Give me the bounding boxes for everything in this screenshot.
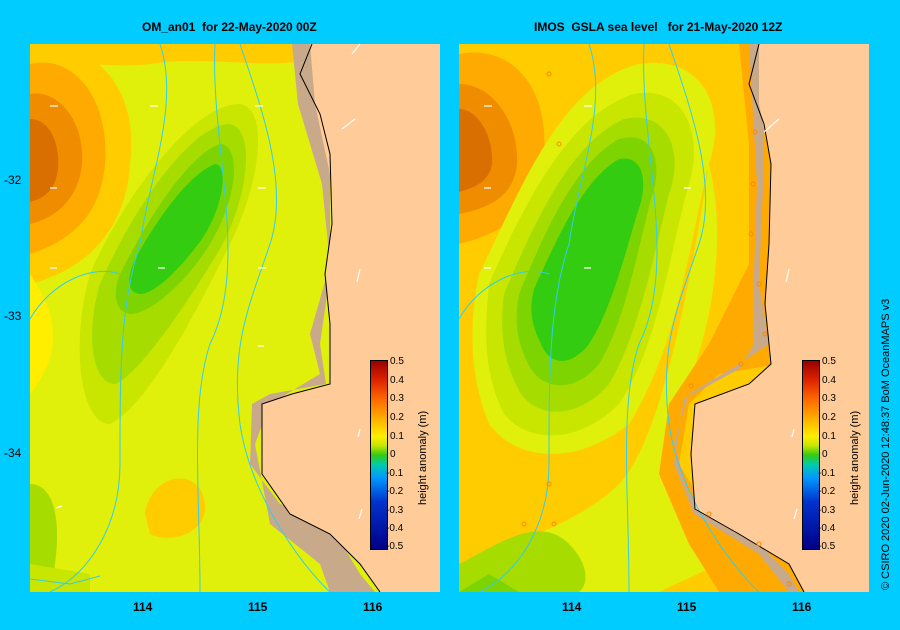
lat-tick-34: -34: [4, 446, 22, 460]
lat-tick-33: -33: [4, 309, 22, 323]
credit-text: © CSIRO 2020 02-Jun-2020 12:48:37 BoM Oc…: [880, 298, 892, 590]
right-cb-tick-6: -0.1: [818, 468, 836, 479]
left-cb-tick-7: -0.2: [386, 486, 404, 497]
right-colorbar-title: height anomaly (m): [849, 410, 861, 505]
right-cb-tick-10: -0.5: [818, 541, 836, 552]
left-cb-tick-6: -0.1: [386, 468, 404, 479]
left-cb-tick-3: 0.2: [390, 412, 404, 423]
right-cb-tick-9: -0.4: [818, 523, 836, 534]
lon-tick-116-right: 116: [792, 600, 812, 614]
lon-tick-114-right: 114: [562, 600, 582, 614]
right-cb-tick-7: -0.2: [818, 486, 836, 497]
left-colorbar-gradient: [370, 360, 388, 550]
left-cb-tick-4: 0.1: [390, 431, 404, 442]
right-cb-tick-2: 0.3: [822, 393, 836, 404]
left-cb-tick-8: -0.3: [386, 505, 404, 516]
left-map-svg: [30, 44, 440, 592]
left-cb-tick-5: 0: [390, 449, 396, 460]
right-cb-tick-0: 0.5: [822, 356, 836, 367]
left-cb-tick-1: 0.4: [390, 375, 404, 386]
right-cb-tick-3: 0.2: [822, 412, 836, 423]
left-cb-tick-9: -0.4: [386, 523, 404, 534]
lon-tick-115-right: 115: [677, 600, 697, 614]
lon-tick-114-left: 114: [133, 600, 153, 614]
right-cb-tick-1: 0.4: [822, 375, 836, 386]
right-colorbar-gradient: [802, 360, 820, 550]
right-map-panel: [459, 44, 869, 592]
lon-tick-115-left: 115: [248, 600, 268, 614]
right-cb-tick-5: 0: [822, 449, 828, 460]
left-cb-tick-0: 0.5: [390, 356, 404, 367]
left-cb-tick-2: 0.3: [390, 393, 404, 404]
left-colorbar-title: height anomaly (m): [417, 410, 429, 505]
left-map-panel: [30, 44, 440, 592]
left-map-title: OM_an01 for 22-May-2020 00Z: [142, 20, 317, 34]
left-cb-tick-10: -0.5: [386, 541, 404, 552]
right-map-svg: [459, 44, 869, 592]
lon-tick-116-left: 116: [363, 600, 383, 614]
right-cb-tick-4: 0.1: [822, 431, 836, 442]
right-cb-tick-8: -0.3: [818, 505, 836, 516]
right-map-title: IMOS GSLA sea level for 21-May-2020 12Z: [534, 20, 783, 34]
lat-tick-32: -32: [4, 173, 22, 187]
